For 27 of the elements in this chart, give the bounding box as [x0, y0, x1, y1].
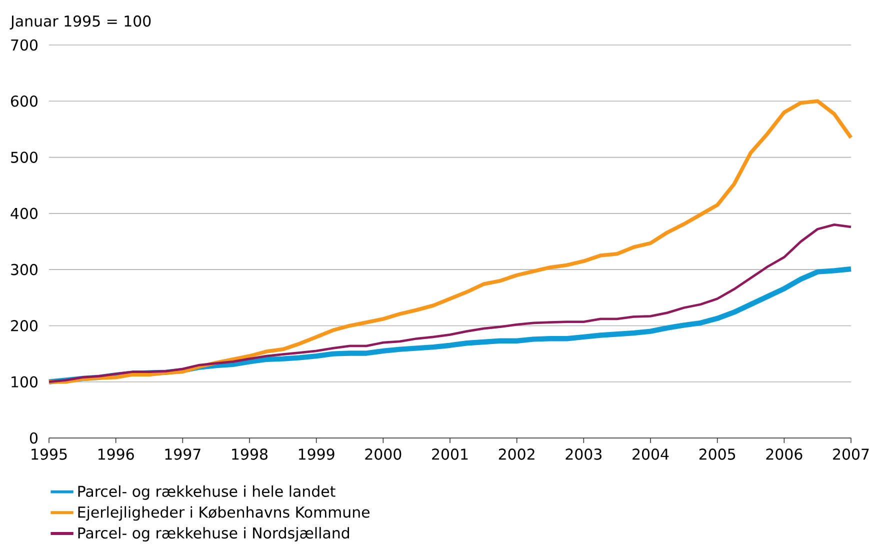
x-tick-label: 1997 — [165, 448, 200, 460]
x-tick-label: 2004 — [632, 448, 669, 460]
y-tick-label: 0 — [30, 432, 38, 444]
legend-label: Parcel- og rækkehuse i hele landet — [78, 485, 336, 500]
y-tick-label: 700 — [11, 39, 38, 51]
x-tick-label: 2000 — [365, 448, 402, 460]
y-tick-label: 400 — [10, 208, 38, 220]
legend-label: Parcel- og rækkehuse i Nordsjælland — [78, 527, 350, 542]
line-series — [47, 99, 853, 384]
x-tick-label: 2007 — [833, 448, 869, 460]
x-tick-label: 1996 — [98, 448, 134, 460]
x-tick-label: 2001 — [432, 448, 468, 460]
y-tick-label: 300 — [11, 264, 38, 276]
line-series — [48, 223, 852, 384]
x-tick-label: 1998 — [232, 448, 268, 460]
y-tick-label: 200 — [11, 320, 38, 332]
x-tick-label: 1999 — [298, 448, 334, 460]
x-tick-label: 1995 — [32, 448, 67, 460]
x-tick-label: 2005 — [699, 448, 736, 460]
y-tick-label: 100 — [12, 376, 38, 388]
x-tick-label: 2003 — [566, 448, 602, 460]
x-tick-label: 2002 — [498, 448, 534, 460]
legend-label: Ejerlejligheder i Københavns Kommune — [78, 506, 370, 521]
y-tick-label: 500 — [11, 152, 38, 163]
y-axis-title: Januar 1995 = 100 — [10, 15, 151, 30]
y-tick-label: 600 — [11, 95, 38, 107]
x-tick-label: 2006 — [766, 448, 802, 460]
